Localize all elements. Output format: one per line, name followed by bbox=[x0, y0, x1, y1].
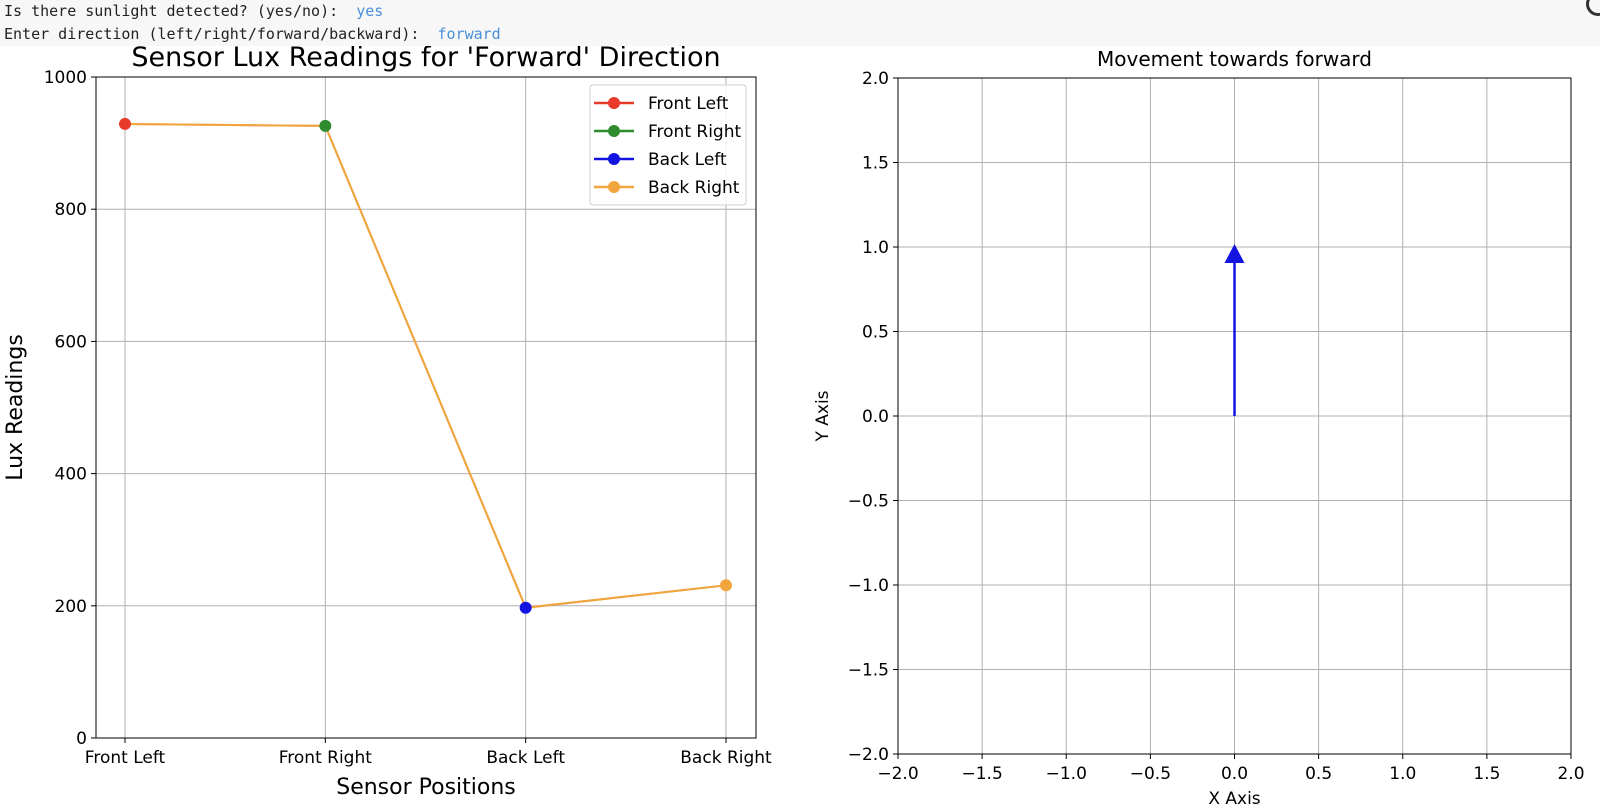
lux-data-point bbox=[519, 601, 532, 614]
movement-x-tick-label: 0.0 bbox=[1221, 764, 1248, 784]
movement-y-tick-label: 0.5 bbox=[862, 323, 889, 343]
movement-chart-title: Movement towards forward bbox=[1097, 47, 1372, 71]
lux-legend-label: Back Left bbox=[648, 150, 727, 170]
movement-x-tick-label: −1.0 bbox=[1046, 764, 1087, 784]
lux-legend-label: Front Left bbox=[648, 94, 729, 114]
movement-x-tick-label: −0.5 bbox=[1130, 764, 1171, 784]
movement-x-tick-label: −2.0 bbox=[877, 764, 918, 784]
movement-x-tick-label: 2.0 bbox=[1557, 764, 1584, 784]
movement-y-tick-label: −2.0 bbox=[848, 745, 889, 765]
lux-y-tick-label: 1000 bbox=[44, 68, 87, 88]
lux-x-tick-label: Front Left bbox=[85, 748, 166, 768]
lux-y-tick-label: 0 bbox=[76, 729, 87, 749]
movement-y-tick-label: 0.0 bbox=[862, 407, 889, 427]
movement-chart-x-ticks: −2.0 −1.5 −1.0 −0.5 0.0 0.5 1.0 1.5 2.0 bbox=[877, 754, 1585, 784]
direction-prompt-line: Enter direction (left/right/forward/back… bbox=[4, 24, 501, 44]
lux-data-point bbox=[119, 117, 131, 130]
lux-x-tick-label: Back Left bbox=[486, 748, 565, 768]
movement-y-tick-label: 1.5 bbox=[862, 154, 889, 174]
lux-chart-frame bbox=[95, 76, 757, 739]
lux-data-point bbox=[319, 119, 332, 132]
movement-x-tick-label: −1.5 bbox=[961, 764, 1002, 784]
figure-background bbox=[0, 46, 1600, 812]
lux-chart-y-ticks: 0 200 400 600 800 1000 bbox=[44, 68, 96, 749]
movement-y-tick-label: 1.0 bbox=[862, 238, 889, 258]
direction-answer: forward bbox=[437, 25, 501, 43]
lux-chart-legend: Front Left Front Right Back Left Back Right bbox=[589, 84, 747, 206]
lux-legend-swatch-marker bbox=[608, 181, 620, 193]
movement-x-tick-label: 1.0 bbox=[1389, 764, 1416, 784]
lux-y-tick-label: 800 bbox=[55, 200, 87, 220]
sunlight-prompt-line: Is there sunlight detected? (yes/no): ye… bbox=[4, 1, 383, 21]
movement-chart-y-label: Y Axis bbox=[813, 390, 833, 442]
movement-y-tick-label: −1.0 bbox=[848, 576, 889, 596]
movement-x-tick-label: 1.5 bbox=[1473, 764, 1500, 784]
movement-x-tick-label: 0.5 bbox=[1305, 764, 1332, 784]
lux-chart: Front Left Front Right Back Left Back Right… bbox=[3, 46, 772, 800]
movement-y-tick-label: 2.0 bbox=[862, 69, 889, 89]
console-output: Is there sunlight detected? (yes/no): ye… bbox=[0, 0, 1600, 46]
lux-legend-label: Back Right bbox=[648, 178, 740, 198]
movement-y-tick-label: −1.5 bbox=[848, 661, 889, 681]
movement-chart-y-ticks: −2.0 −1.5 −1.0 −0.5 0.0 0.5 1.0 1.5 2.0 bbox=[848, 69, 898, 765]
sunlight-prompt: Is there sunlight detected? (yes/no): bbox=[4, 2, 357, 20]
movement-arrow-head bbox=[1224, 244, 1245, 263]
lux-legend-swatch-marker bbox=[608, 125, 620, 137]
lux-y-tick-label: 400 bbox=[55, 465, 87, 485]
lux-y-tick-label: 200 bbox=[55, 597, 87, 617]
direction-prompt: Enter direction (left/right/forward/back… bbox=[4, 25, 438, 43]
movement-chart: −2.0 −1.5 −1.0 −0.5 0.0 0.5 1.0 1.5 2.0 −2.0 −1.5… bbox=[813, 47, 1585, 809]
lux-chart-x-label: Sensor Positions bbox=[336, 775, 516, 800]
lux-chart-series bbox=[124, 122, 727, 609]
movement-y-tick-label: −0.5 bbox=[848, 492, 889, 512]
figure: Front Left Front Right Back Left Back Right… bbox=[0, 46, 1600, 812]
lux-legend-box bbox=[589, 84, 747, 206]
sunlight-answer: yes bbox=[356, 2, 384, 20]
lux-chart-x-ticks: Front Left Front Right Back Left Back Right bbox=[85, 738, 772, 768]
lux-chart-y-label: Lux Readings bbox=[3, 334, 28, 481]
lux-y-tick-label: 600 bbox=[55, 332, 87, 352]
lux-chart-title: Sensor Lux Readings for 'Forward' Direct… bbox=[131, 46, 720, 73]
lux-legend-swatch-marker bbox=[608, 153, 620, 165]
movement-chart-x-label: X Axis bbox=[1208, 789, 1260, 809]
lux-legend-label: Front Right bbox=[648, 122, 742, 142]
lux-x-tick-label: Back Right bbox=[680, 748, 772, 768]
lux-series-line bbox=[124, 122, 727, 609]
refresh-icon[interactable] bbox=[1586, 0, 1600, 16]
lux-x-tick-label: Front Right bbox=[279, 748, 373, 768]
lux-legend-swatch-marker bbox=[608, 97, 620, 109]
movement-arrow bbox=[1224, 244, 1245, 416]
lux-data-point bbox=[720, 579, 732, 592]
lux-chart-markers bbox=[119, 117, 732, 614]
